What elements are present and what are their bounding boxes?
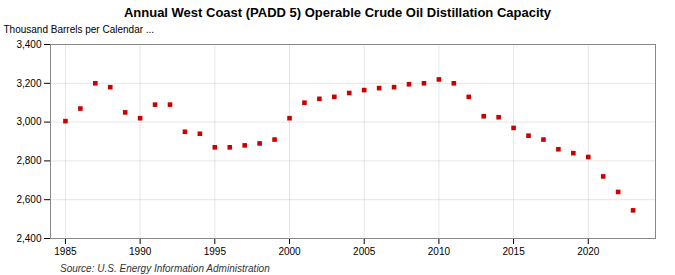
svg-text:2005: 2005 (353, 246, 376, 257)
svg-text:2,400: 2,400 (16, 233, 41, 244)
svg-text:2,600: 2,600 (16, 194, 41, 205)
svg-text:3,000: 3,000 (16, 116, 41, 127)
svg-text:2015: 2015 (502, 246, 525, 257)
svg-text:2010: 2010 (428, 246, 451, 257)
html-text:Annual West Coast (PADD 5) Ope: Annual West Coast (PADD 5) Operable Crud… (123, 5, 552, 20)
svg-text:1990: 1990 (129, 246, 152, 257)
svg-text:3,400: 3,400 (16, 39, 41, 50)
svg-text:1985: 1985 (54, 246, 77, 257)
html-text:Source: U.S. Energy Informatio: Source: U.S. Energy Information Administ… (60, 263, 270, 274)
svg-text:2,800: 2,800 (16, 155, 41, 166)
svg-text:1995: 1995 (204, 246, 227, 257)
svg-text:Thousand Barrels per Calendar: Thousand Barrels per Calendar ... (4, 24, 155, 35)
svg-text:3,200: 3,200 (16, 78, 41, 89)
svg-text:2020: 2020 (577, 246, 600, 257)
svg-text:2000: 2000 (278, 246, 301, 257)
